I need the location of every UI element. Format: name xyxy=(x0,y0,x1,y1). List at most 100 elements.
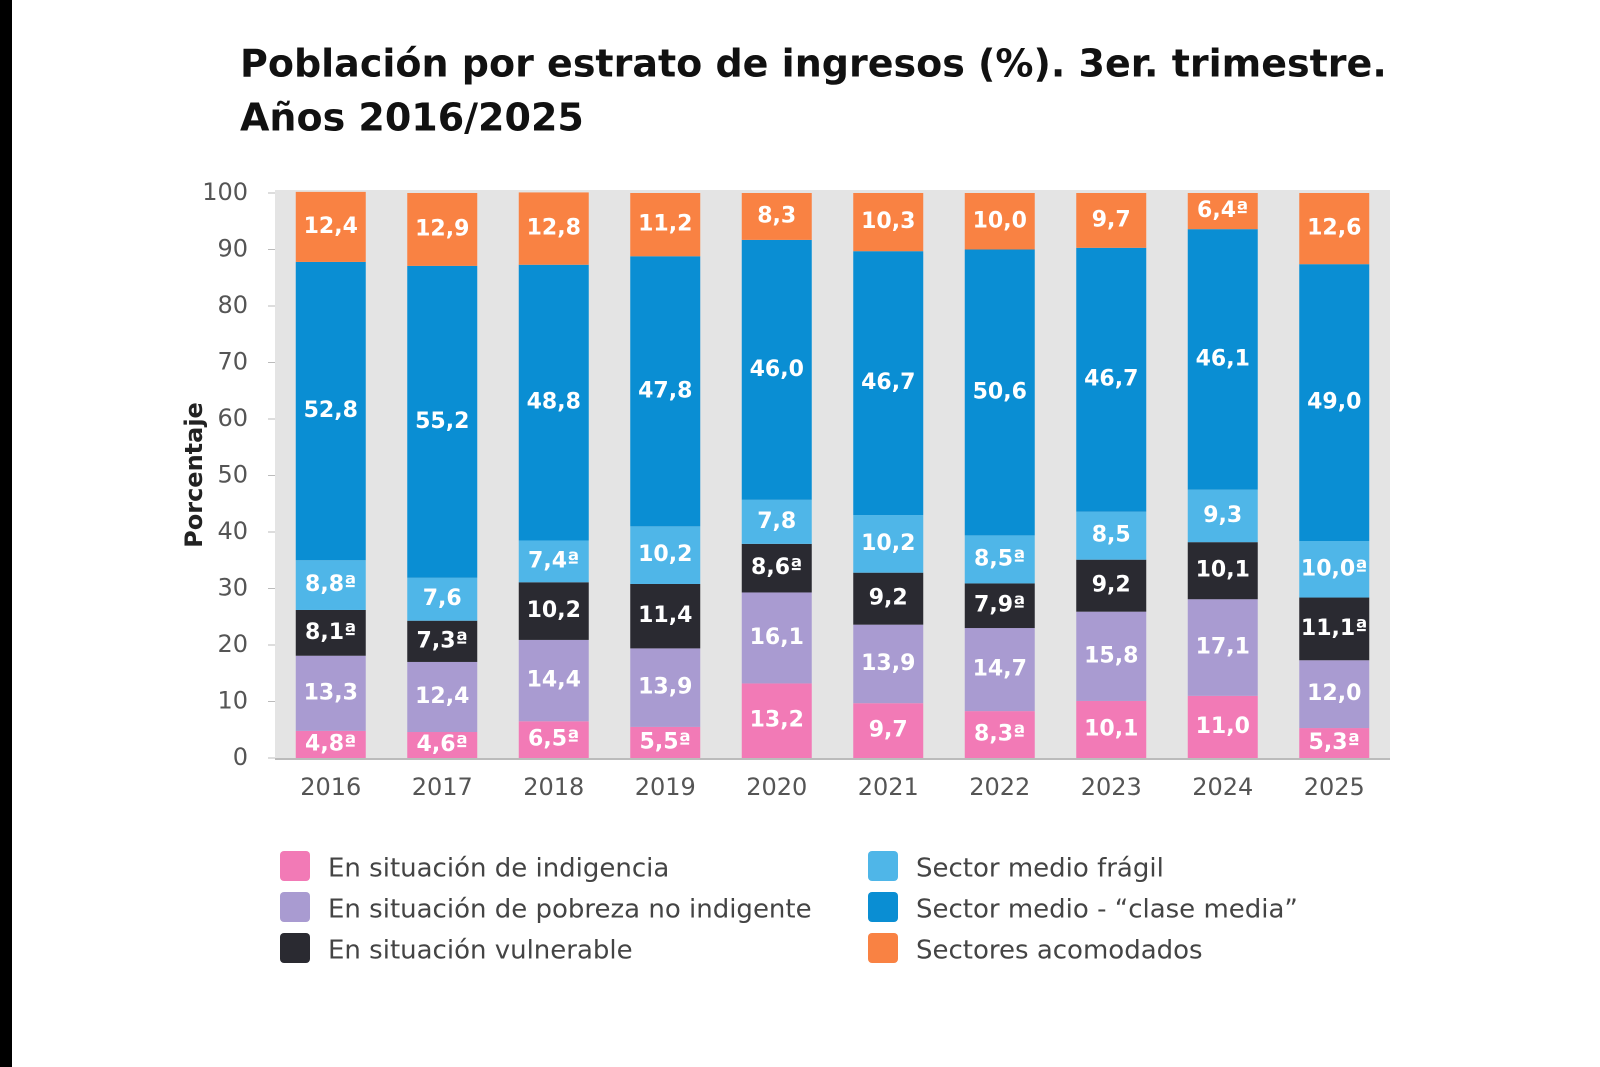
legend-label: Sector medio - “clase media” xyxy=(916,895,1298,925)
value-label: 8,5 xyxy=(1092,523,1131,548)
bar-segment xyxy=(1187,542,1258,600)
bar-segment xyxy=(964,249,1035,536)
value-label: 10,3 xyxy=(861,209,915,234)
value-label: 12,8 xyxy=(527,216,581,241)
value-label: 8,6ª xyxy=(751,555,802,580)
value-label: 11,4 xyxy=(638,603,692,628)
value-label: 9,2 xyxy=(869,586,908,611)
bar-segment xyxy=(1076,193,1147,248)
value-label: 10,1 xyxy=(1196,558,1250,583)
value-label: 17,1 xyxy=(1196,635,1250,660)
bar-segment xyxy=(741,193,812,240)
bar-segment xyxy=(295,261,366,561)
legend-swatch xyxy=(280,851,310,881)
bar-segment xyxy=(1187,599,1258,696)
value-label: 6,4ª xyxy=(1197,198,1248,223)
value-label: 13,9 xyxy=(861,651,915,676)
bar-segment xyxy=(964,711,1035,758)
value-label: 9,3 xyxy=(1203,503,1242,528)
bar-segment xyxy=(853,624,924,704)
value-label: 10,0ª xyxy=(1301,556,1368,581)
value-label: 14,4 xyxy=(527,668,581,693)
bar-segment xyxy=(407,620,478,662)
bar-segment xyxy=(1299,264,1370,542)
bar-segment xyxy=(1299,541,1370,598)
y-tick-label: 50 xyxy=(217,461,248,489)
y-tick-label: 100 xyxy=(202,178,248,206)
value-label: 50,6 xyxy=(973,379,1027,404)
y-tick-label: 60 xyxy=(217,404,248,432)
value-label: 12,4 xyxy=(415,684,469,709)
bar-segment xyxy=(1187,193,1258,230)
value-label: 13,9 xyxy=(638,675,692,700)
bar-segment xyxy=(518,721,589,758)
y-tick-label: 90 xyxy=(217,235,248,263)
bar-segment xyxy=(964,628,1035,712)
bar-segment xyxy=(295,609,366,656)
value-label: 11,2 xyxy=(638,212,692,237)
legend-swatch xyxy=(868,892,898,922)
value-label: 46,7 xyxy=(1084,367,1138,392)
value-label: 9,7 xyxy=(869,718,908,743)
value-label: 55,2 xyxy=(415,409,469,434)
legend-label: Sector medio frágil xyxy=(916,854,1164,884)
bar-segment xyxy=(407,577,478,621)
legend-swatch xyxy=(280,892,310,922)
value-label: 13,3 xyxy=(304,680,358,705)
value-label: 8,3ª xyxy=(974,722,1025,747)
value-label: 46,7 xyxy=(861,370,915,395)
x-tick-label: 2016 xyxy=(300,773,361,801)
x-tick-label: 2024 xyxy=(1192,773,1253,801)
value-label: 4,8ª xyxy=(305,731,356,756)
value-label: 5,5ª xyxy=(640,729,691,754)
y-tick-label: 20 xyxy=(217,630,248,658)
bar-segment xyxy=(407,732,478,758)
bar-segment xyxy=(518,540,589,583)
x-tick-label: 2022 xyxy=(969,773,1030,801)
bar-segment xyxy=(741,239,812,500)
value-label: 52,8 xyxy=(304,398,358,423)
bar-segment xyxy=(1076,511,1147,560)
bar-segment xyxy=(407,661,478,733)
bar-segment xyxy=(518,582,589,640)
legend-label: En situación de pobreza no indigente xyxy=(328,895,812,925)
x-tick-label: 2018 xyxy=(523,773,584,801)
y-tick-label: 0 xyxy=(233,743,248,771)
value-label: 9,7 xyxy=(1092,207,1131,232)
value-label: 11,0 xyxy=(1196,714,1250,739)
bar-segment xyxy=(518,264,589,541)
x-tick-label: 2025 xyxy=(1304,773,1365,801)
bar-segment xyxy=(853,703,924,758)
value-label: 12,6 xyxy=(1307,216,1361,241)
value-label: 7,8 xyxy=(757,509,796,534)
legend-label: Sectores acomodados xyxy=(916,936,1203,966)
value-label: 8,8ª xyxy=(305,572,356,597)
bar-segment xyxy=(630,526,701,584)
value-label: 10,2 xyxy=(638,542,692,567)
legend-swatch xyxy=(868,851,898,881)
legend-swatch xyxy=(868,933,898,963)
bar-segment xyxy=(630,648,701,727)
legend-label: En situación vulnerable xyxy=(328,936,633,966)
value-label: 46,0 xyxy=(750,357,804,382)
y-tick-label: 40 xyxy=(217,517,248,545)
legend-label: En situación de indigencia xyxy=(328,854,669,884)
bar-segment xyxy=(741,683,812,758)
y-tick-label: 30 xyxy=(217,574,248,602)
value-label: 49,0 xyxy=(1307,390,1361,415)
value-label: 10,1 xyxy=(1084,716,1138,741)
bar-segment xyxy=(295,655,366,731)
value-label: 7,3ª xyxy=(417,628,468,653)
value-label: 10,0 xyxy=(973,208,1027,233)
bar-segment xyxy=(295,560,366,610)
bar-segment xyxy=(518,192,589,265)
bar-segment xyxy=(518,639,589,722)
value-label: 9,2 xyxy=(1092,573,1131,598)
chart-title: Años 2016/2025 xyxy=(240,96,584,140)
y-tick-label: 80 xyxy=(217,291,248,319)
bar-segment xyxy=(853,515,924,573)
bar-segment xyxy=(1076,559,1147,612)
value-label: 5,3ª xyxy=(1309,730,1360,755)
bar-segment xyxy=(1187,229,1258,490)
